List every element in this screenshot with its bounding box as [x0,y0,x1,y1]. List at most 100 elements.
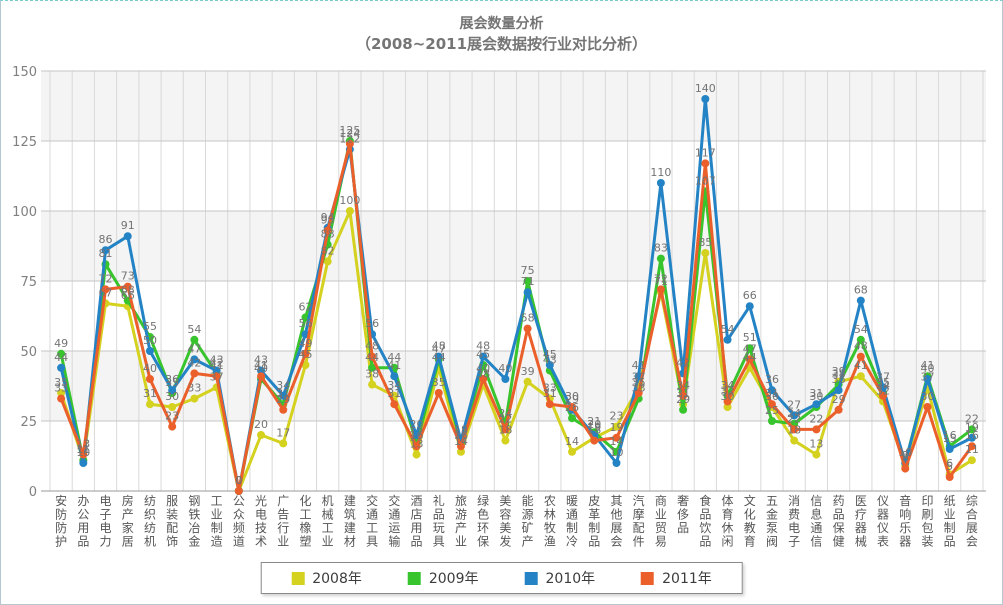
data-point-2011年[interactable] [434,389,443,397]
data-point-2008年[interactable] [301,361,310,369]
data-point-2008年[interactable] [967,456,976,465]
data-point-2010年[interactable] [390,372,399,381]
data-point-2008年[interactable] [456,447,465,456]
data-point-2010年[interactable] [79,459,88,467]
data-point-2009年[interactable] [967,425,976,434]
data-point-2008年[interactable] [190,394,199,403]
data-point-2008年[interactable] [145,400,154,409]
data-point-2010年[interactable] [790,411,799,420]
data-point-2008年[interactable] [257,431,266,439]
data-point-2011年[interactable] [501,425,510,434]
data-point-2011年[interactable] [145,375,154,383]
data-point-2008年[interactable] [701,249,710,257]
data-point-2011年[interactable] [168,422,177,431]
data-point-2011年[interactable] [945,473,954,481]
data-point-2009年[interactable] [368,363,377,372]
data-point-2008年[interactable] [501,436,510,445]
data-point-2011年[interactable] [234,487,243,495]
data-point-2011年[interactable] [856,352,865,361]
data-point-2008年[interactable] [57,389,66,397]
legend-item-2011年[interactable]: 2011年 [641,568,712,588]
data-point-2011年[interactable] [257,372,266,381]
data-point-2010年[interactable] [123,232,132,241]
data-point-2011年[interactable] [523,324,532,333]
data-point-2011年[interactable] [301,349,310,358]
data-point-2010年[interactable] [168,386,177,395]
data-point-2008年[interactable] [412,450,421,459]
data-point-2011年[interactable] [812,425,821,434]
data-point-2011年[interactable] [790,425,799,434]
data-point-2011年[interactable] [390,400,399,409]
data-point-2010年[interactable] [856,296,865,305]
data-point-2010年[interactable] [190,355,199,364]
data-point-2011年[interactable] [634,389,643,397]
data-point-2010年[interactable] [701,95,710,103]
data-point-2010年[interactable] [767,386,776,395]
data-point-2011年[interactable] [568,403,577,411]
data-point-2011年[interactable] [901,464,910,473]
data-point-2008年[interactable] [345,207,354,215]
data-point-2008年[interactable] [279,439,288,448]
data-point-2010年[interactable] [257,366,266,375]
data-point-2010年[interactable] [545,361,554,369]
data-point-2009年[interactable] [856,335,865,344]
data-point-2011年[interactable] [123,282,132,291]
data-point-2011年[interactable] [834,405,843,414]
data-point-2008年[interactable] [323,257,332,266]
data-point-2009年[interactable] [767,417,776,425]
data-point-2008年[interactable] [723,403,732,411]
data-point-2010年[interactable] [434,352,443,361]
data-point-2009年[interactable] [57,349,66,358]
data-point-2011年[interactable] [923,403,932,411]
data-point-2011年[interactable] [879,391,888,400]
data-point-2011年[interactable] [345,139,354,148]
data-point-2011年[interactable] [656,285,665,294]
data-point-2011年[interactable] [79,450,88,459]
data-point-2008年[interactable] [568,447,577,456]
data-point-2009年[interactable] [568,414,577,423]
data-point-2010年[interactable] [656,179,665,187]
data-point-2010年[interactable] [745,302,754,311]
data-point-2010年[interactable] [812,400,821,409]
data-point-2010年[interactable] [57,363,66,372]
data-point-2011年[interactable] [745,355,754,364]
data-point-2011年[interactable] [701,159,710,168]
data-point-2008年[interactable] [168,403,177,411]
data-point-2011年[interactable] [767,400,776,409]
data-point-2011年[interactable] [412,442,421,451]
data-point-2011年[interactable] [212,372,221,381]
data-point-2011年[interactable] [456,442,465,451]
data-point-2011年[interactable] [967,442,976,451]
data-point-2011年[interactable] [679,391,688,400]
legend-item-2008年[interactable]: 2008年 [291,568,362,588]
data-point-2010年[interactable] [523,288,532,297]
data-point-2011年[interactable] [190,369,199,378]
data-point-2011年[interactable] [279,405,288,414]
data-point-2011年[interactable] [723,397,732,406]
data-point-2011年[interactable] [368,352,377,361]
legend-item-2009年[interactable]: 2009年 [407,568,479,588]
data-point-2011年[interactable] [479,375,488,383]
data-point-2009年[interactable] [523,277,532,285]
data-point-2011年[interactable] [612,433,621,442]
data-point-2010年[interactable] [923,375,932,383]
data-point-2009年[interactable] [679,405,688,414]
data-point-2010年[interactable] [834,386,843,395]
legend-item-2010年[interactable]: 2010年 [524,568,595,588]
data-point-2009年[interactable] [745,344,754,353]
data-point-2011年[interactable] [545,400,554,409]
data-point-2010年[interactable] [945,445,954,453]
data-point-2010年[interactable] [967,433,976,442]
data-point-2010年[interactable] [145,347,154,355]
data-point-2010年[interactable] [479,352,488,361]
data-point-2010年[interactable] [212,366,221,375]
data-point-2010年[interactable] [723,335,732,344]
data-point-2009年[interactable] [190,335,199,344]
data-point-2008年[interactable] [790,436,799,445]
data-point-2010年[interactable] [412,431,421,439]
data-point-2009年[interactable] [656,254,665,263]
data-point-2010年[interactable] [612,459,621,467]
data-point-2011年[interactable] [590,436,599,445]
data-point-2010年[interactable] [501,375,510,383]
data-point-2008年[interactable] [368,380,377,389]
